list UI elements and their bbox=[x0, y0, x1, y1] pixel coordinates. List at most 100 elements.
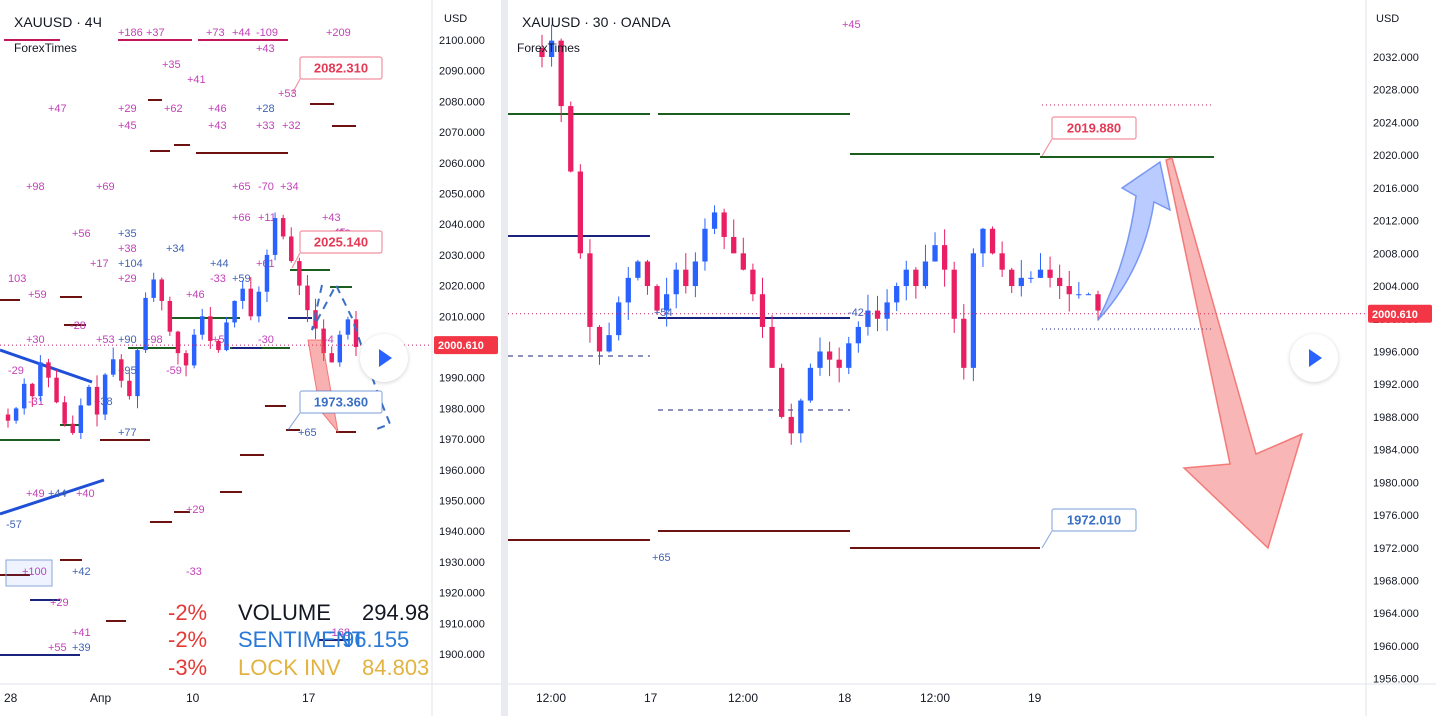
selection-box bbox=[5, 559, 53, 587]
y-tick-label: 2004.000 bbox=[1373, 281, 1419, 293]
price-callout-label: 2025.140 bbox=[314, 235, 368, 250]
annotation-label: +44 bbox=[210, 258, 229, 270]
annotation-label: +47 bbox=[48, 103, 67, 115]
last-price-tag bbox=[1368, 304, 1432, 323]
candle bbox=[70, 423, 75, 433]
candle bbox=[558, 40, 564, 107]
x-tick-label: 17 bbox=[644, 691, 658, 705]
candle bbox=[240, 288, 245, 301]
up-arrow bbox=[1097, 160, 1172, 321]
price-callout-label: 1973.360 bbox=[314, 395, 368, 410]
annotation-label: -33 bbox=[210, 273, 226, 285]
right-chart-canvas[interactable]: USD 2032.000 2028.000 2024.000 2020.000 2016.… bbox=[508, 0, 1436, 716]
candle bbox=[692, 261, 699, 287]
y-tick-label: 2050.000 bbox=[439, 189, 485, 201]
annotation-label: +30 bbox=[26, 334, 45, 346]
candle bbox=[175, 331, 181, 354]
candle bbox=[1057, 277, 1063, 287]
candle bbox=[159, 279, 164, 301]
right-chart-pane[interactable]: USD 2032.000 2028.000 2024.000 2020.000 2016.… bbox=[508, 0, 1436, 716]
candle bbox=[941, 245, 948, 270]
candle bbox=[353, 319, 359, 347]
annotation-label: +11 bbox=[258, 212, 276, 224]
stat-pct-lock-inv: -3% bbox=[168, 655, 208, 680]
annotation-label: +98 bbox=[26, 181, 45, 193]
annotation-label: +49 bbox=[26, 488, 45, 500]
candle bbox=[865, 310, 871, 327]
candle bbox=[702, 228, 708, 262]
candle bbox=[78, 405, 84, 433]
candle bbox=[721, 212, 727, 237]
stat-label: LOCK INV bbox=[238, 655, 341, 680]
annotation-label: -29 bbox=[8, 365, 24, 377]
candle bbox=[788, 416, 794, 434]
candle bbox=[38, 362, 43, 397]
candle bbox=[94, 386, 100, 415]
annotation-label: +40 bbox=[76, 488, 95, 500]
candle bbox=[200, 316, 205, 335]
left-chart-pane[interactable]: USD 2100.000 2090.000 2080.000 2070.000 2060.… bbox=[0, 0, 501, 716]
price-callout-box bbox=[299, 56, 383, 80]
candle bbox=[143, 297, 148, 351]
candle bbox=[345, 319, 351, 335]
candle bbox=[606, 335, 612, 352]
candle bbox=[62, 402, 67, 424]
annotation-label: +45 bbox=[842, 19, 861, 31]
stat-value-volume: 294.98 bbox=[362, 600, 429, 626]
y-tick-label: 2020.000 bbox=[439, 281, 485, 293]
price-callout-pointer bbox=[1041, 138, 1053, 157]
left-chart-canvas[interactable]: USD 2100.000 2090.000 2080.000 2070.000 2060.… bbox=[0, 0, 501, 716]
candle bbox=[740, 253, 746, 270]
y-tick-label: 1988.000 bbox=[1373, 412, 1419, 424]
candle bbox=[635, 261, 641, 278]
pane-separator[interactable] bbox=[501, 0, 508, 716]
y-tick-label: 1990.000 bbox=[439, 373, 485, 385]
price-callout-box bbox=[1051, 508, 1137, 532]
annotation-label: -70 bbox=[258, 181, 274, 193]
annotation-label: +53 bbox=[96, 334, 115, 346]
y-tick-label: 2020.000 bbox=[1373, 150, 1419, 162]
y-tick-label: 2040.000 bbox=[439, 219, 485, 231]
x-tick-label: 28 bbox=[4, 691, 18, 705]
y-tick-label: 1984.000 bbox=[1373, 445, 1419, 457]
candle bbox=[313, 310, 318, 329]
trendline bbox=[0, 348, 93, 384]
annotation-label: +186 bbox=[118, 27, 143, 39]
y-tick-label: 2070.000 bbox=[439, 127, 485, 139]
annotation-label: +209 bbox=[326, 27, 351, 39]
candle bbox=[30, 383, 35, 397]
annotation-label: +42 bbox=[72, 566, 91, 578]
annotation-label: +39 bbox=[72, 642, 91, 654]
annotation-label: -42 bbox=[848, 307, 864, 319]
annotation-label: +45 bbox=[118, 120, 137, 132]
y-tick-label: 1940.000 bbox=[439, 526, 485, 538]
candle bbox=[625, 277, 631, 303]
candle bbox=[256, 291, 262, 317]
y-tick-label: 2008.000 bbox=[1373, 248, 1419, 260]
candle bbox=[989, 228, 996, 254]
candle bbox=[1066, 286, 1072, 295]
projection-path bbox=[311, 282, 392, 431]
annotation-label: +66 bbox=[232, 212, 251, 224]
play-icon bbox=[379, 349, 392, 367]
annotation-label: +69 bbox=[96, 181, 115, 193]
candle bbox=[577, 171, 583, 254]
stat-row-volume: -2% bbox=[168, 600, 207, 626]
play-button-right[interactable] bbox=[1290, 334, 1338, 382]
candle bbox=[922, 261, 929, 287]
y-tick-label: 2010.000 bbox=[439, 311, 485, 323]
play-button-left[interactable] bbox=[360, 334, 408, 382]
candle bbox=[289, 236, 294, 262]
y-tick-label: 1964.000 bbox=[1373, 608, 1419, 620]
annotation-label: +29 bbox=[118, 273, 137, 285]
candle bbox=[54, 377, 59, 403]
x-tick-label: 10 bbox=[186, 691, 200, 705]
candle bbox=[683, 269, 689, 287]
annotation-label: +98 bbox=[144, 334, 163, 346]
candle bbox=[21, 383, 27, 409]
stat-label-volume: VOLUME bbox=[238, 600, 331, 626]
stat-row-lock-inv: -3% bbox=[168, 655, 207, 681]
currency-label: USD bbox=[444, 13, 467, 25]
candle bbox=[297, 261, 302, 286]
annotation-label: +46 bbox=[186, 289, 205, 301]
